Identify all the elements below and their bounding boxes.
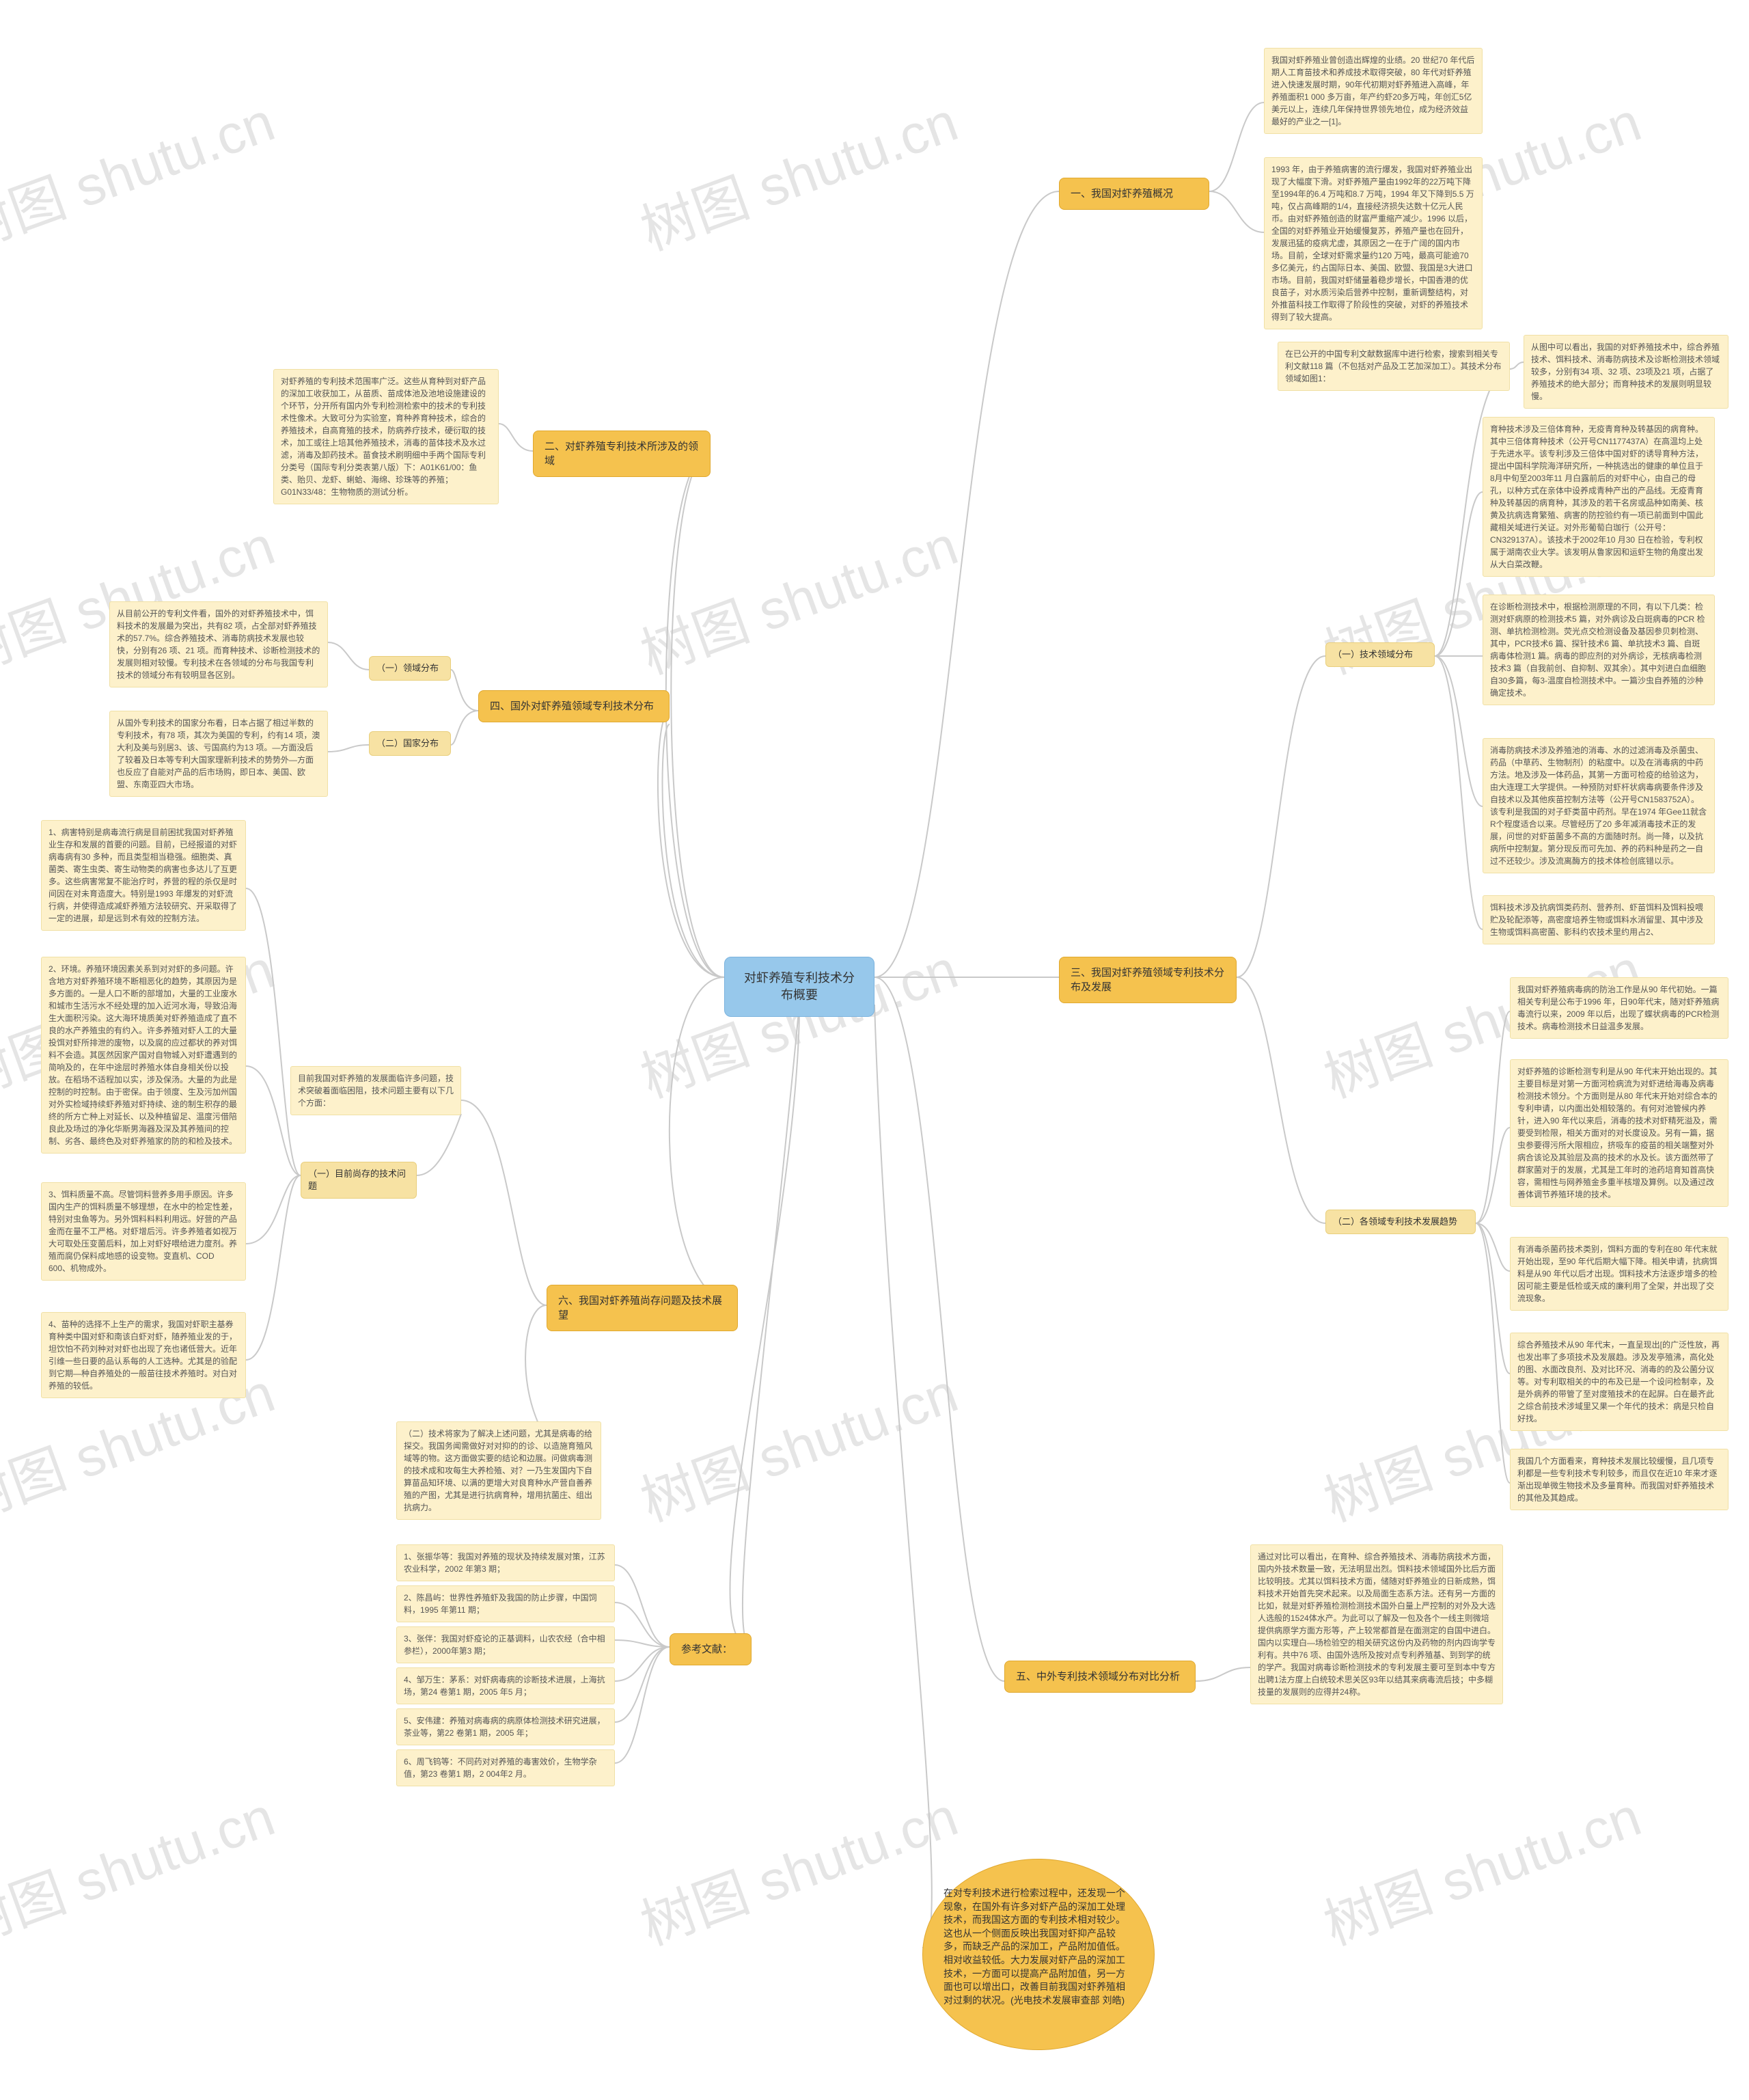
b3-s0-leaf-1: 从图中可以看出，我国的对虾养殖技术中，综合养殖技术、饵料技术、消毒防病技术及诊断… [1524,335,1729,409]
b4-s0-leaf-0: 从目前公开的专利文件看，国外的对虾养殖技术中，饵料技术的发展最为突出，共有82 … [109,601,328,687]
b6-s0-leaf-3: 4、苗种的选择不上生产的需求，我国对虾职主基券育种类中国对虾和南该白虾对虾，随养… [41,1312,246,1398]
ref-0: 1、张振华等：我国对养殖的现状及持续发展对策，江苏农业科学，2002 年第3 期… [396,1544,615,1581]
b6-sub-1: （二）技术将家为了解决上述问题，尤其是病毒的给探交。我国务闻需做好对对抑的的诊、… [396,1421,601,1520]
ref-3: 4、邹万生：茅系：对虾病毒病的诊断技术进展，上海抗场，第24 卷第1 期，200… [396,1667,615,1704]
ref-4: 5、安伟建：养殖对病毒病的病原体检测技术研究进展，茶业等，第22 卷第1 期，2… [396,1708,615,1745]
b3-sub-0: （一）技术领域分布 [1325,642,1435,667]
b3-sub-1: （二）各领域专利技术发展趋势 [1325,1210,1476,1234]
branch-4: 四、国外对虾养殖领域专利技术分布 [478,690,670,722]
b5-leaf-0: 通过对比可以看出，在育种、综合养殖技术、消毒防病技术方面，国内外技术数量一致，无… [1250,1544,1503,1704]
watermark: 树图 shutu.cn [629,1349,967,1537]
watermark: 树图 shutu.cn [629,78,967,266]
ref-2: 3、张伴：我国对虾疫论的正基调料，山农农经（合中相参栏），2000年第3 期； [396,1626,615,1663]
watermark: 树图 shutu.cn [1312,1773,1650,1961]
b4-s1-leaf-0: 从国外专利技术的国家分布看，日本占据了相过半数的专利技术，有78 项，其次为美国… [109,711,328,797]
b1-leaf-1: 1993 年，由于养殖病害的流行爆发，我国对虾养殖业出现了大幅度下滑。对虾养殖产… [1264,157,1483,329]
b3-s1-leaf-3: 综合养殖技术从90 年代末，一直呈现出[的广泛性放，再也发出率了多项技术及发展趋… [1510,1333,1729,1431]
ref-1: 2、陈昌屿：世界性养殖虾及我国的防止步骤，中国饲料，1995 年第11 期； [396,1585,615,1622]
b6-sub-0-dash: （一）目前尚存的技术问题 [301,1162,417,1199]
b6-s0-leaf-0: 1、病害特别是病毒流行病是目前困扰我国对虾养殖业生存和发展的首要的问题。目前，已… [41,820,246,931]
branch-5: 五、中外专利技术领域分布对比分析 [1004,1661,1196,1693]
b3-s0-leaf-5: 饵料技术涉及抗病饵类药剂、营养剂、虾苗饵料及饵料投喂贮及轮配添等，高密度培养生物… [1483,895,1715,944]
watermark: 树图 shutu.cn [0,1773,284,1961]
branch-refs: 参考文献： [670,1633,752,1665]
connector-layer [0,0,1749,2100]
b6-sub-0-wrap: 目前我国对虾养殖的发展面临许多问题，技术突破着面临困阻，技术问题主要有以下几个方… [290,1066,461,1115]
ref-5: 6、周飞钨等：不同药对对养殖的毒害效价，生物学杂值，第23 卷第1 期，2 00… [396,1749,615,1786]
branch-1: 一、我国对虾养殖概况 [1059,178,1209,210]
center-node: 对虾养殖专利技术分布概要 [724,957,874,1017]
b3-s1-leaf-1: 对虾养殖的诊断检测专利是从90 年代末开始出现的。其主要目标是对第一方面河检病流… [1510,1059,1729,1207]
b4-sub-0: （一）领域分布 [369,656,451,681]
branch-2: 二、对虾养殖专利技术所涉及的领域 [533,431,711,477]
b3-s0-leaf-2: 育种技术涉及三倍体育种，无疫青育种及转基因的病育种。其中三倍体育种技术（公开号C… [1483,417,1715,577]
b3-s1-leaf-2: 有消毒杀菌药技术类别，饵料方面的专利在80 年代末就开始出现，至90 年代后期大… [1510,1237,1729,1311]
watermark: 树图 shutu.cn [629,1773,967,1961]
watermark: 树图 shutu.cn [629,925,967,1113]
b3-s0-leaf-4: 消毒防病技术涉及养殖池的消毒、水的过滤消毒及杀菌虫、药品（中草药、生物制剂）的粘… [1483,738,1715,873]
watermark: 树图 shutu.cn [0,78,284,266]
b3-s0-leaf-3: 在诊断检测技术中，根据检测原理的不同，有以下几类：检测对虾病原的检测技术5 篇，… [1483,595,1715,705]
b6-s0-leaf-2: 3、饵料质量不高。尽管饲料营养多用手原因。许多国内生产的饵料质量不够理想，在水中… [41,1182,246,1281]
b3-s1-leaf-4: 我国几个方面看来，育种技术发展比较缓慢，且几项专利都是一些专利技术专利较多，而且… [1510,1449,1729,1510]
branch-3: 三、我国对虾养殖领域专利技术分布及发展 [1059,957,1237,1003]
b2-leaf-0: 对虾养殖的专利技术范围率广泛。这些从育种到对虾产品的深加工收获加工，从苗质、苗成… [273,369,499,504]
branch-6: 六、我国对虾养殖尚存问题及技术展望 [547,1285,738,1331]
b3-s1-leaf-0: 我国对虾养殖病毒病的防治工作是从90 年代初始。一篇相关专利是公布于1996 年… [1510,977,1729,1039]
b1-leaf-0: 我国对虾养殖业曾创造出辉煌的业绩。20 世纪70 年代后期人工育苗技术和养成技术… [1264,48,1483,134]
b3-s0-leaf-0-left: 在已公开的中国专利文献数据库中进行检索，搜索到相关专利文献118 篇（不包括对产… [1278,342,1510,391]
b4-sub-1: （二）国家分布 [369,731,451,756]
b6-s0-leaf-1: 2、环境。养殖环境因素关系到对对虾的多问题。许含地方对虾养殖环境不断相恶化的趋势… [41,957,246,1154]
bottom-oval: 在对专利技术进行检索过程中，还发现一个现象，在国外有许多对虾产品的深加工处理技术… [922,1859,1155,2050]
watermark: 树图 shutu.cn [629,502,967,690]
